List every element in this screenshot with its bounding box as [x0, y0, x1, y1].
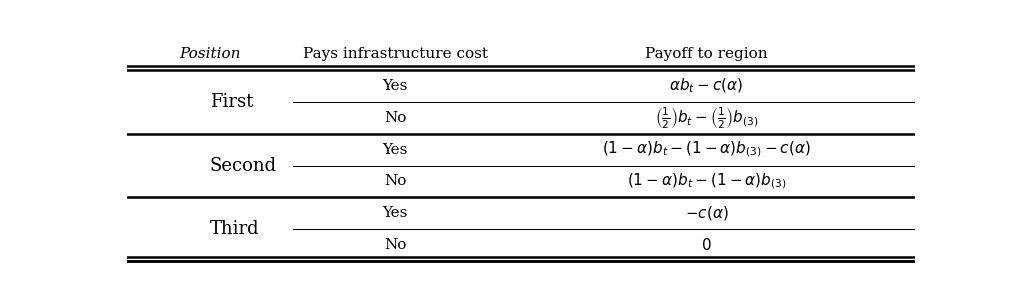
Text: No: No — [383, 111, 407, 125]
Text: No: No — [383, 174, 407, 189]
Text: No: No — [383, 238, 407, 252]
Text: Pays infrastructure cost: Pays infrastructure cost — [303, 47, 487, 61]
Text: $-c(\alpha)$: $-c(\alpha)$ — [684, 204, 728, 222]
Text: Third: Third — [210, 220, 259, 238]
Text: $\alpha b_t - c(\alpha)$: $\alpha b_t - c(\alpha)$ — [669, 77, 743, 95]
Text: Yes: Yes — [382, 79, 408, 93]
Text: $0$: $0$ — [701, 237, 712, 253]
Text: First: First — [210, 93, 253, 111]
Text: Yes: Yes — [382, 143, 408, 157]
Text: Payoff to region: Payoff to region — [645, 47, 768, 61]
Text: $\left(\frac{1}{2}\right)b_t - \left(\frac{1}{2}\right)b_{(3)}$: $\left(\frac{1}{2}\right)b_t - \left(\fr… — [655, 105, 759, 131]
Text: Yes: Yes — [382, 206, 408, 220]
Text: $(1-\alpha)b_t - (1-\alpha)b_{(3)}$: $(1-\alpha)b_t - (1-\alpha)b_{(3)}$ — [626, 172, 786, 191]
Text: Position: Position — [179, 47, 241, 61]
Text: Second: Second — [210, 157, 277, 175]
Text: $(1-\alpha)b_t - (1-\alpha)b_{(3)} - c(\alpha)$: $(1-\alpha)b_t - (1-\alpha)b_{(3)} - c(\… — [602, 140, 811, 160]
